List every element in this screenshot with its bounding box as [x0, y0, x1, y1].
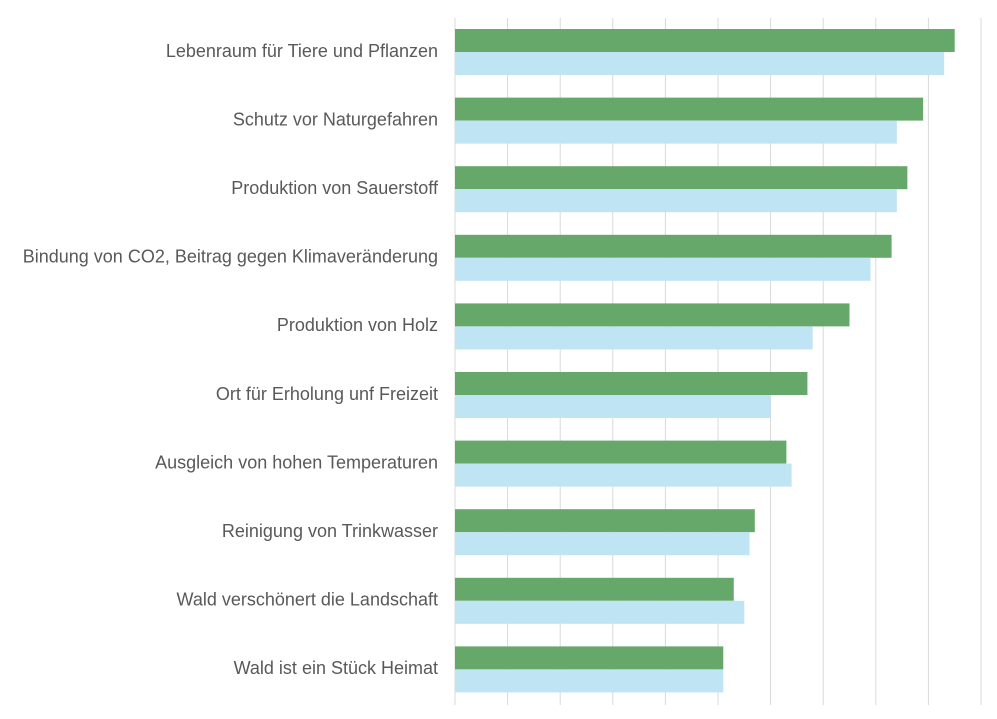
category-label: Ort für Erholung unf Freizeit [216, 384, 438, 404]
bar-series-1 [455, 372, 808, 395]
bar-series-1 [455, 166, 908, 190]
bar-series-2 [455, 257, 871, 281]
category-label: Bindung von CO2, Beitrag gegen Klimaverä… [23, 247, 438, 267]
bar-series-2 [455, 600, 745, 624]
category-label: Produktion von Sauerstoff [231, 178, 439, 198]
category-label: Schutz vor Naturgefahren [233, 109, 438, 129]
bar-series-1 [455, 440, 787, 464]
bar-series-2 [455, 326, 813, 350]
bar-series-1 [455, 509, 755, 533]
bar-series-2 [455, 463, 792, 487]
category-label: Lebenraum für Tiere und Pflanzen [166, 41, 438, 61]
category-label: Ausgleich von hohen Temperaturen [155, 452, 438, 472]
bar-series-1 [455, 97, 924, 121]
bar-series-2 [455, 395, 771, 418]
bar-series-2 [455, 532, 750, 556]
bar-series-2 [455, 189, 897, 213]
category-label: Produktion von Holz [277, 315, 438, 335]
bar-series-2 [455, 669, 724, 693]
category-label: Wald verschönert die Landschaft [177, 590, 438, 610]
bar-series-2 [455, 120, 897, 144]
bars [455, 29, 955, 693]
category-label: Reinigung von Trinkwasser [222, 521, 438, 541]
category-labels: Lebenraum für Tiere und Pflanzen Schutz v… [23, 41, 439, 678]
bar-series-1 [455, 234, 892, 258]
bar-series-1 [455, 646, 724, 670]
bar-series-1 [455, 577, 734, 601]
bar-series-1 [455, 303, 850, 327]
category-label: Wald ist ein Stück Heimat [234, 658, 438, 678]
bar-series-2 [455, 52, 945, 75]
bar-series-1 [455, 29, 955, 52]
